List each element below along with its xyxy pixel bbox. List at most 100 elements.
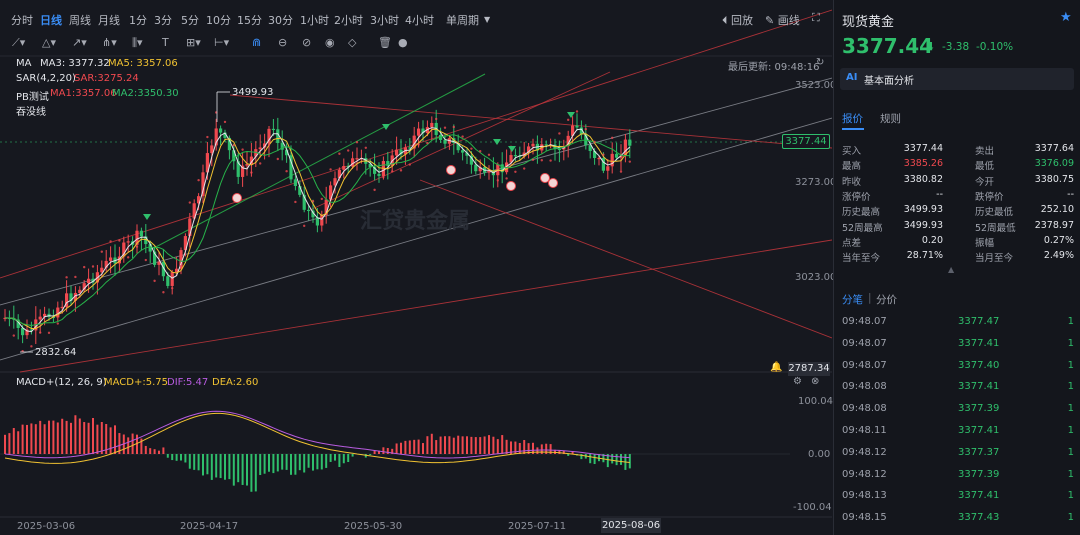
macd-close-icon[interactable]: ⊗ [811,376,820,387]
sar-dot [611,136,614,140]
sar-dot [285,170,288,173]
sar-dot [619,170,623,173]
candle-body [469,155,473,165]
swallow-label: 吞没线 [16,107,46,118]
timeframe-11[interactable]: 2小时 [334,14,363,27]
dea-line [4,412,630,464]
timeframe-5[interactable]: 3分 [154,14,172,27]
timeframe-9[interactable]: 30分 [268,14,293,27]
date-label-current: 2025-08-06 [601,518,661,533]
timeframe-13[interactable]: 4小时 [405,14,434,27]
tab-ticks[interactable]: 分笔 [842,294,863,306]
bars-tool-icon[interactable]: ⫼▾ [132,36,143,49]
sar-dot [91,265,95,268]
dea-value: DEA:2.60 [212,377,259,388]
quote-v2: 3376.09 [1034,158,1074,170]
quote-v2: 3377.64 [1034,143,1074,154]
tab-separator: | [868,292,872,304]
timeframe-12[interactable]: 3小时 [370,14,399,27]
chart-area[interactable] [0,0,832,535]
date-label-3: 2025-05-30 [344,521,403,532]
timeframe-6[interactable]: 5分 [181,14,199,27]
text-tool-icon[interactable]: T [162,36,169,49]
sar-dot [171,286,174,290]
trade-time: 09:48.11 [842,425,887,436]
macd-settings-icon[interactable]: ⚙ [793,376,802,387]
candle-body [192,203,196,219]
candle-body [232,150,236,162]
trade-time: 09:48.07 [842,337,887,349]
quote-v1: -- [936,188,943,200]
candle-body [289,155,293,180]
info-icon[interactable]: ● [398,36,408,49]
favorite-star-icon[interactable]: ★ [1060,10,1072,25]
pb-name: PB测试 [16,92,49,103]
lock-icon[interactable]: ⊖ [278,36,288,49]
trash-icon[interactable]: 🗑 [378,36,392,49]
timeframe-0[interactable]: 分时 [11,14,33,27]
timeframe-4[interactable]: 1分 [129,14,147,27]
alert-bell-icon[interactable]: 🔔 [770,362,783,373]
timeframe-1[interactable]: 日线 [40,14,62,27]
candle-body [153,251,157,265]
trade-qty: 1 [1067,316,1074,327]
sar-dot [435,117,438,121]
sar-dot [206,135,209,139]
sar-dot [30,345,33,348]
trade-price: 3377.41 [958,490,1000,502]
magnet-icon[interactable]: ⋒ [252,36,262,49]
low-annotation: 2832.64 [35,347,77,358]
pitchfork-tool-icon[interactable]: ⋔▾ [102,36,117,49]
timeframe-14[interactable]: 单周期 [446,14,479,27]
ma-label: MA [16,58,32,69]
replay-button[interactable]: ⏴ 回放 [722,14,753,27]
trend-tool-icon[interactable]: ↗▾ [72,36,87,49]
chart-svg[interactable] [0,0,832,535]
draw-line-button[interactable]: ✎ 画线 [765,14,800,27]
sar-dot [549,159,552,162]
candle-body [399,149,403,155]
period-dropdown-icon[interactable]: ▼ [484,15,491,24]
trend-line [19,239,832,373]
collapse-icon[interactable]: ▲ [948,265,955,274]
candle-body [183,236,187,251]
timeframe-7[interactable]: 10分 [206,14,231,27]
candle-body [417,128,421,136]
quote-row: 点差 0.20 振幅 0.27% [842,235,1074,250]
candle-body [51,316,55,319]
macd-axis-zero: 0.00 [808,449,831,460]
tab-quote[interactable]: 报价 [842,113,863,125]
price-axis-label-mid: 3273.00 [795,177,837,188]
sar-dot [399,169,403,172]
buy-signal-arrow [382,124,390,130]
candle-body [601,157,605,171]
timeframe-3[interactable]: 月线 [98,14,120,27]
ai-icon: AI [846,72,858,83]
quote-v2: 252.10 [1040,204,1074,216]
fullscreen-icon[interactable]: ⛶ [812,11,820,24]
timeframe-2[interactable]: 周线 [69,14,91,27]
candle-body [531,143,535,147]
candle-body [69,293,73,301]
fib-tool-icon[interactable]: ⊞▾ [186,36,201,49]
timeframe-8[interactable]: 15分 [237,14,262,27]
quote-row: 历史最高 3499.93 历史最低 252.10 [842,204,1074,219]
candle-body [311,210,315,218]
candle-body [500,164,504,173]
quote-v2: -- [1067,188,1074,200]
ai-analysis-button[interactable]: AI 基本面分析 [840,68,1074,90]
triangle-tool-icon[interactable]: △▾ [42,36,56,49]
tab-rules[interactable]: 规则 [880,113,901,125]
tab-price-volume[interactable]: 分价 [876,294,897,306]
trade-price: 3377.41 [958,381,1000,393]
quote-l2: 当月至今 [975,253,1014,265]
lock-alt-icon[interactable]: ⊘ [302,36,312,49]
refresh-icon[interactable]: ↻ [816,57,825,68]
measure-tool-icon[interactable]: ⊢▾ [214,36,230,49]
eye-icon[interactable]: ◉ [325,36,335,49]
ma3-value: MA3: 3377.32 [40,58,110,69]
timeframe-10[interactable]: 1小时 [300,14,329,27]
eraser-icon[interactable]: ◇ [348,36,357,49]
line-tool-icon[interactable]: ⟋▾ [12,36,26,49]
candle-body [513,155,517,157]
